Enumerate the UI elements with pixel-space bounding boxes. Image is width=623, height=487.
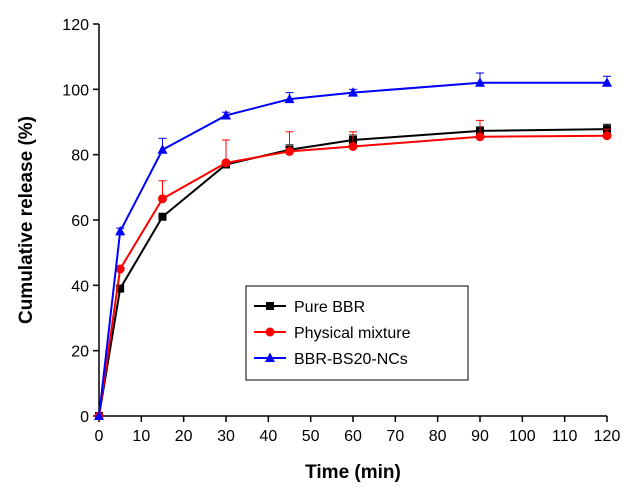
y-tick-label: 40: [71, 278, 89, 295]
series-2: [94, 72, 612, 420]
x-tick-label: 100: [509, 428, 536, 445]
y-axis-title: Cumulative release (%): [16, 116, 37, 324]
x-tick-label: 30: [217, 428, 235, 445]
data-point: [158, 212, 167, 221]
data-point: [221, 109, 231, 120]
data-point: [157, 144, 168, 154]
data-point: [475, 132, 485, 142]
legend-marker: [265, 352, 275, 362]
x-axis-title: Time (min): [305, 462, 401, 483]
data-point: [221, 158, 231, 168]
legend-marker: [265, 327, 275, 337]
data-point: [115, 264, 125, 274]
series-layer: [94, 72, 612, 421]
series-1: [94, 119, 612, 421]
legend-label: Physical mixture: [294, 325, 411, 342]
legend-marker: [266, 302, 274, 310]
x-tick-label: 20: [175, 428, 193, 445]
axes: 0 20 40 60 80 100 120 0 10 20 30 40 50 60 70 80 90 100 110…: [62, 17, 620, 445]
data-point: [602, 131, 612, 141]
legend-label: Pure BBR: [294, 299, 365, 316]
y-tick-label: 0: [80, 409, 89, 426]
data-point: [348, 142, 358, 151]
data-point: [116, 284, 125, 293]
series-line: [98, 134, 608, 417]
x-tick-label: 50: [302, 428, 320, 445]
y-tick-label: 80: [71, 148, 89, 165]
y-tick-label: 20: [71, 344, 89, 361]
data-point: [348, 87, 358, 97]
data-point: [602, 77, 612, 87]
data-point: [285, 146, 294, 156]
x-tick-label: 10: [132, 428, 150, 445]
legend-label: BBR-BS20-NCs: [294, 351, 408, 368]
y-tick-label: 120: [62, 17, 89, 34]
x-tick-label: 70: [386, 428, 404, 445]
x-tick-label: 40: [259, 428, 277, 445]
y-tick-label: 60: [71, 213, 89, 230]
data-point: [284, 93, 295, 104]
legend: Pure BBR Physical mixture BBR-BS20-NCs: [245, 285, 469, 381]
data-point: [115, 225, 126, 236]
y-tick-label: 100: [62, 82, 89, 99]
x-tick-label: 90: [471, 428, 489, 445]
data-point: [94, 410, 104, 420]
x-tick-label: 80: [429, 428, 447, 445]
x-tick-label: 120: [594, 428, 621, 445]
data-point: [475, 77, 485, 87]
x-tick-label: 0: [95, 428, 104, 445]
data-point: [158, 194, 167, 204]
x-tick-label: 60: [344, 428, 362, 445]
series-line: [98, 81, 607, 417]
x-tick-label: 110: [552, 428, 578, 445]
